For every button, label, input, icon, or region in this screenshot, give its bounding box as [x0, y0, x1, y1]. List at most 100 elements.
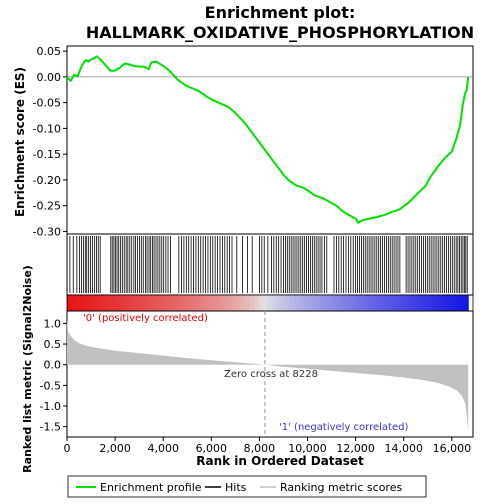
heat-cell: [303, 295, 309, 311]
es-y-tick-label: -0.20: [33, 174, 61, 187]
heat-cell: [267, 295, 273, 311]
es-y-tick-label: -0.15: [33, 148, 61, 161]
heat-cell: [294, 295, 300, 311]
heat-cell: [343, 295, 349, 311]
heat-cell: [231, 295, 237, 311]
heat-cell: [89, 295, 95, 311]
ranking-metric-area: [67, 319, 469, 431]
heat-cell: [173, 295, 180, 311]
heat-cell: [330, 295, 336, 311]
heat-cell: [209, 295, 215, 311]
heat-cell: [356, 295, 362, 311]
metric-y-tick-label: 0.0: [44, 359, 62, 372]
heat-cell: [392, 295, 398, 311]
heat-cell: [321, 295, 327, 311]
heat-cell: [169, 295, 175, 311]
heat-cell: [214, 295, 220, 311]
heat-cell: [254, 295, 260, 311]
x-tick-label: 2,000: [99, 442, 131, 455]
x-tick-label: 14,000: [384, 442, 423, 455]
x-axis-label: Rank in Ordered Dataset: [196, 454, 364, 468]
heat-cell: [383, 295, 389, 311]
x-axis: 0 2,000 4,000 6,000 8,000 10,000 12,000 14,000 1…: [64, 437, 472, 455]
heat-cell: [102, 295, 108, 311]
heat-cell: [107, 295, 113, 311]
heat-cell: [298, 295, 304, 311]
x-tick-label: 16,000: [433, 442, 472, 455]
heat-cell: [436, 295, 443, 311]
negative-correlation-label: '1' (negatively correlated): [279, 422, 408, 433]
heat-cell: [365, 295, 371, 311]
heat-cell: [441, 295, 447, 311]
heat-cell: [98, 295, 104, 311]
heat-cell: [307, 295, 313, 311]
heat-cell: [374, 295, 380, 311]
x-tick-label: 0: [64, 442, 71, 455]
rank-heatmap-strip: [66, 294, 474, 312]
heat-cell: [129, 295, 135, 311]
x-tick-label: 12,000: [336, 442, 375, 455]
heat-cell: [379, 295, 385, 311]
heat-cell: [419, 295, 425, 311]
heat-cell: [147, 295, 153, 311]
heat-cell: [240, 295, 246, 311]
metric-panel: 1.0 0.5 0.0 -0.5 -1.0 -1.5: [40, 310, 474, 438]
heat-cell: [276, 295, 282, 311]
heat-cell: [414, 295, 420, 311]
heat-cell: [196, 295, 202, 311]
heat-cell: [338, 295, 344, 311]
heat-cell: [454, 295, 460, 311]
heat-cell: [258, 295, 264, 311]
x-tick-label: 4,000: [147, 442, 179, 455]
es-panel: 0.05 0.00 -0.05 -0.10 -0.15 -0.20 -0.25 -0.30: [33, 45, 474, 238]
metric-y-tick-label: 0.5: [44, 338, 62, 351]
x-tick-label: 10,000: [288, 442, 327, 455]
heat-cell: [187, 295, 193, 311]
heat-cell: [459, 295, 465, 311]
metric-y-tick-label: 1.0: [44, 317, 62, 330]
heat-cell: [120, 295, 126, 311]
heat-cell: [272, 295, 278, 311]
metric-y-tick-label: -1.5: [40, 421, 61, 434]
metric-y-tick-label: -1.0: [40, 400, 61, 413]
positive-correlation-label: '0' (positively correlated): [83, 313, 208, 324]
heat-cell: [325, 295, 331, 311]
heat-cell: [347, 295, 353, 311]
heat-cell: [205, 295, 211, 311]
heat-cell: [156, 295, 162, 311]
enrichment-profile-line: [66, 55, 470, 224]
heat-cell: [316, 295, 322, 311]
heat-cell: [182, 295, 188, 311]
chart-title-line-1: Enrichment plot:: [205, 3, 356, 22]
heat-cell: [200, 295, 206, 311]
heat-cell: [84, 295, 90, 311]
heat-cell: [133, 295, 139, 311]
heat-cell: [387, 295, 394, 311]
heat-cell: [370, 295, 376, 311]
heat-cell: [93, 295, 99, 311]
heat-cell: [245, 295, 251, 311]
heat-cell: [334, 295, 340, 311]
heat-cell: [223, 295, 229, 311]
legend-label-enrichment: Enrichment profile: [100, 481, 202, 494]
heat-cell: [80, 295, 86, 311]
heat-cell: [227, 295, 233, 311]
heat-cell: [191, 295, 197, 311]
hits-panel: [66, 233, 474, 296]
heat-cell: [142, 295, 148, 311]
heat-cell: [263, 295, 269, 311]
heat-cell: [432, 295, 438, 311]
heat-cell: [116, 295, 122, 311]
es-y-tick-label: -0.10: [33, 122, 61, 135]
heat-cell: [160, 295, 166, 311]
heat-cell: [396, 295, 402, 311]
zero-cross-label: Zero cross at 8228: [224, 369, 318, 380]
heat-cell: [401, 295, 407, 311]
metric-y-tick-label: -0.5: [40, 379, 61, 392]
heat-cell: [463, 295, 469, 311]
heat-cell: [423, 295, 429, 311]
heat-cell: [285, 295, 291, 311]
heat-cell: [280, 295, 287, 311]
